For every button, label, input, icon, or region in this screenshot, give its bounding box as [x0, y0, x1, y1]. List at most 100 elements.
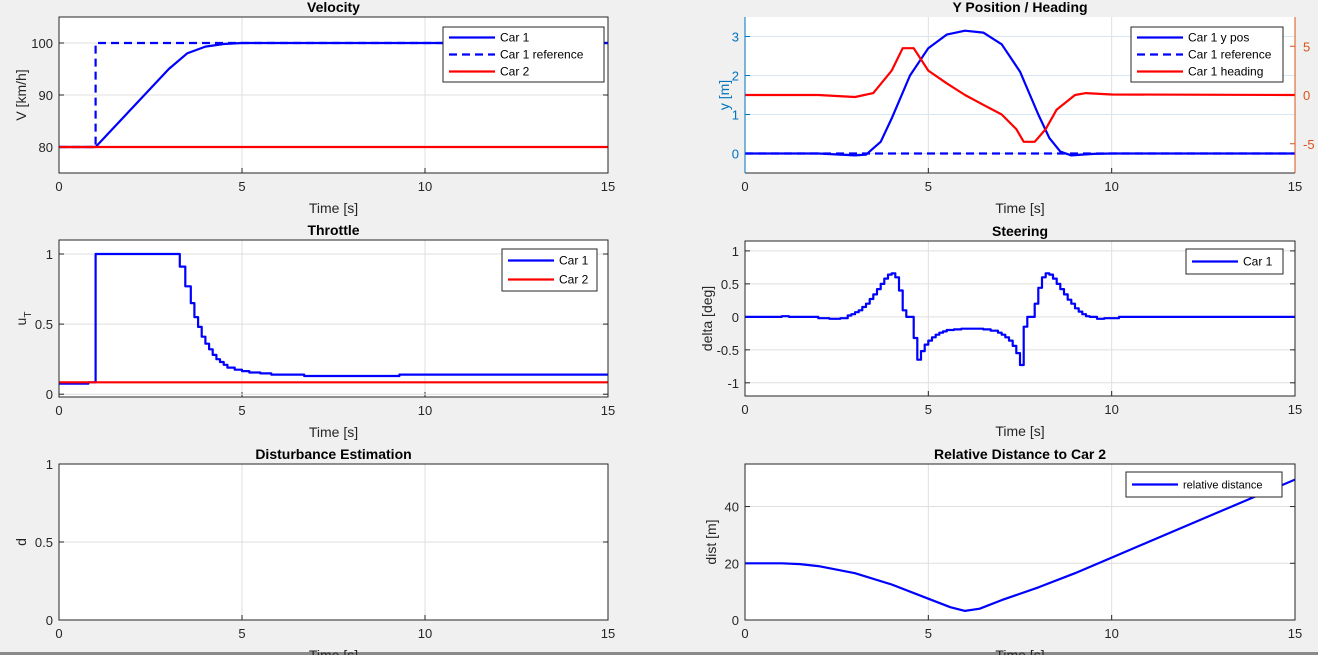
right-y-tick-label: 0: [1303, 88, 1310, 103]
y-axis-label: delta [deg]: [699, 286, 715, 351]
y-axis-label: dist [m]: [703, 519, 719, 564]
subplot-title: Y Position / Heading: [952, 0, 1087, 15]
x-tick-label: 15: [1288, 626, 1302, 641]
legend-entry: Car 1: [500, 31, 530, 45]
y-tick-label: 100: [31, 36, 53, 51]
subplot-3: 0 5 10 15 -1 -0.5 0 0.5 1 Steering Time [s] delta […: [699, 223, 1302, 439]
x-axis-label: Time [s]: [309, 200, 358, 216]
axes-box: [58, 239, 609, 398]
y-tick-label: -0.5: [717, 343, 739, 358]
x-tick-label: 10: [418, 403, 432, 418]
legend[interactable]: Car 1 Car 2: [501, 248, 598, 292]
bottom-scrollbar[interactable]: [0, 652, 1318, 655]
y-tick-label: -1: [727, 376, 739, 391]
axes-box: [744, 463, 1296, 621]
y-tick-label: 40: [725, 500, 739, 515]
subplot-2: 0 5 10 15 0 0.5 1 Throttle Time [s] uT Car 1 Car 2: [13, 222, 615, 440]
axes-box: [58, 16, 609, 174]
y-tick-label: 80: [39, 140, 53, 155]
subplot-title: Relative Distance to Car 2: [934, 446, 1106, 462]
legend-entry: Car 1 reference: [1188, 48, 1272, 62]
x-tick-label: 5: [925, 402, 932, 417]
legend-entry: Car 1 y pos: [1188, 31, 1249, 45]
right-y-tick-label: 5: [1303, 39, 1310, 54]
series-line-relative-distance: [745, 478, 1295, 613]
y-axis-label: d: [13, 538, 29, 546]
axes-box: [744, 240, 1296, 397]
legend-entry: Car 2: [559, 273, 589, 287]
y-tick-label: 0: [732, 147, 739, 162]
legend[interactable]: Car 1 y pos Car 1 reference Car 1 heading: [1130, 26, 1284, 83]
x-tick-label: 0: [741, 402, 748, 417]
y-tick-label: 2: [732, 69, 739, 84]
legend[interactable]: Car 1 Car 1 reference Car 2: [442, 26, 605, 83]
y-axis-label: uT: [13, 312, 34, 326]
legend-entry: Car 1 reference: [500, 48, 584, 62]
y-tick-label: 90: [39, 88, 53, 103]
x-axis-label: Time [s]: [309, 647, 358, 655]
x-tick-label: 15: [1288, 179, 1302, 194]
x-tick-label: 0: [741, 179, 748, 194]
legend-entry: Car 2: [500, 65, 530, 79]
x-tick-label: 10: [1104, 179, 1118, 194]
y-tick-label: 1: [46, 247, 53, 262]
x-tick-label: 0: [55, 626, 62, 641]
x-tick-label: 5: [925, 626, 932, 641]
y-axis-label-subscript: T: [23, 312, 34, 318]
right-y-tick-label: -5: [1303, 137, 1315, 152]
subplot-4: 0 5 10 15 0 0.5 1 Disturbance Estimation Time [s…: [13, 446, 615, 655]
x-tick-label: 10: [418, 626, 432, 641]
subplot-title: Throttle: [307, 222, 359, 238]
x-tick-label: 15: [601, 179, 615, 194]
legend-entry: Car 1 heading: [1188, 65, 1263, 79]
x-axis-label: Time [s]: [995, 200, 1044, 216]
x-tick-label: 0: [741, 626, 748, 641]
legend-entry: Car 1: [559, 254, 589, 268]
axes-box: [58, 463, 609, 621]
x-axis-label: Time [s]: [995, 647, 1044, 655]
y-tick-label: 20: [725, 556, 739, 571]
x-axis-label: Time [s]: [309, 424, 358, 440]
legend-box: [501, 248, 598, 292]
x-tick-label: 5: [238, 179, 245, 194]
y-axis-label: y [m]: [716, 80, 732, 110]
y-tick-label: 0: [46, 387, 53, 402]
y-axis-label-text: y [m]: [716, 80, 732, 110]
y-tick-label: 1: [732, 108, 739, 123]
x-tick-label: 0: [55, 403, 62, 418]
x-tick-label: 10: [1104, 402, 1118, 417]
y-tick-label: 3: [732, 30, 739, 45]
y-tick-label: 1: [732, 244, 739, 259]
x-tick-label: 5: [925, 179, 932, 194]
y-tick-label: 1: [46, 457, 53, 472]
y-tick-label: 0: [46, 613, 53, 628]
series-line-car-1: [59, 252, 608, 385]
subplot-title: Disturbance Estimation: [255, 446, 411, 462]
x-tick-label: 15: [601, 626, 615, 641]
x-tick-label: 0: [55, 179, 62, 194]
y-axis-label-text: V [km/h]: [13, 69, 29, 120]
x-tick-label: 10: [418, 179, 432, 194]
y-tick-label: 0: [732, 613, 739, 628]
y-tick-label: 0: [732, 310, 739, 325]
y-axis-label-text: delta [deg]: [699, 286, 715, 351]
legend-entry: relative distance: [1183, 480, 1263, 492]
y-tick-label: 0.5: [35, 535, 53, 550]
x-tick-label: 5: [238, 626, 245, 641]
y-tick-label: 0.5: [35, 317, 53, 332]
subplot-5: 0 5 10 15 0 20 40 Relative Distance to Car 2 Tim…: [703, 446, 1302, 655]
series-line-car-1-heading: [745, 47, 1295, 143]
subplot-1: 0 5 10 15 0 1 2 3 -5 0 5 Y Position / Heading Time […: [716, 0, 1315, 216]
x-tick-label: 15: [601, 403, 615, 418]
series-line-car-1: [745, 272, 1295, 367]
subplot-title: Steering: [992, 223, 1048, 239]
x-tick-label: 15: [1288, 402, 1302, 417]
y-axis-label-text: dist [m]: [703, 519, 719, 564]
subplot-title: Velocity: [307, 0, 360, 15]
legend-entry: Car 1: [1243, 255, 1273, 269]
legend[interactable]: relative distance: [1125, 471, 1283, 498]
legend[interactable]: Car 1: [1185, 248, 1284, 275]
x-tick-label: 5: [238, 403, 245, 418]
y-tick-label: 0.5: [721, 277, 739, 292]
